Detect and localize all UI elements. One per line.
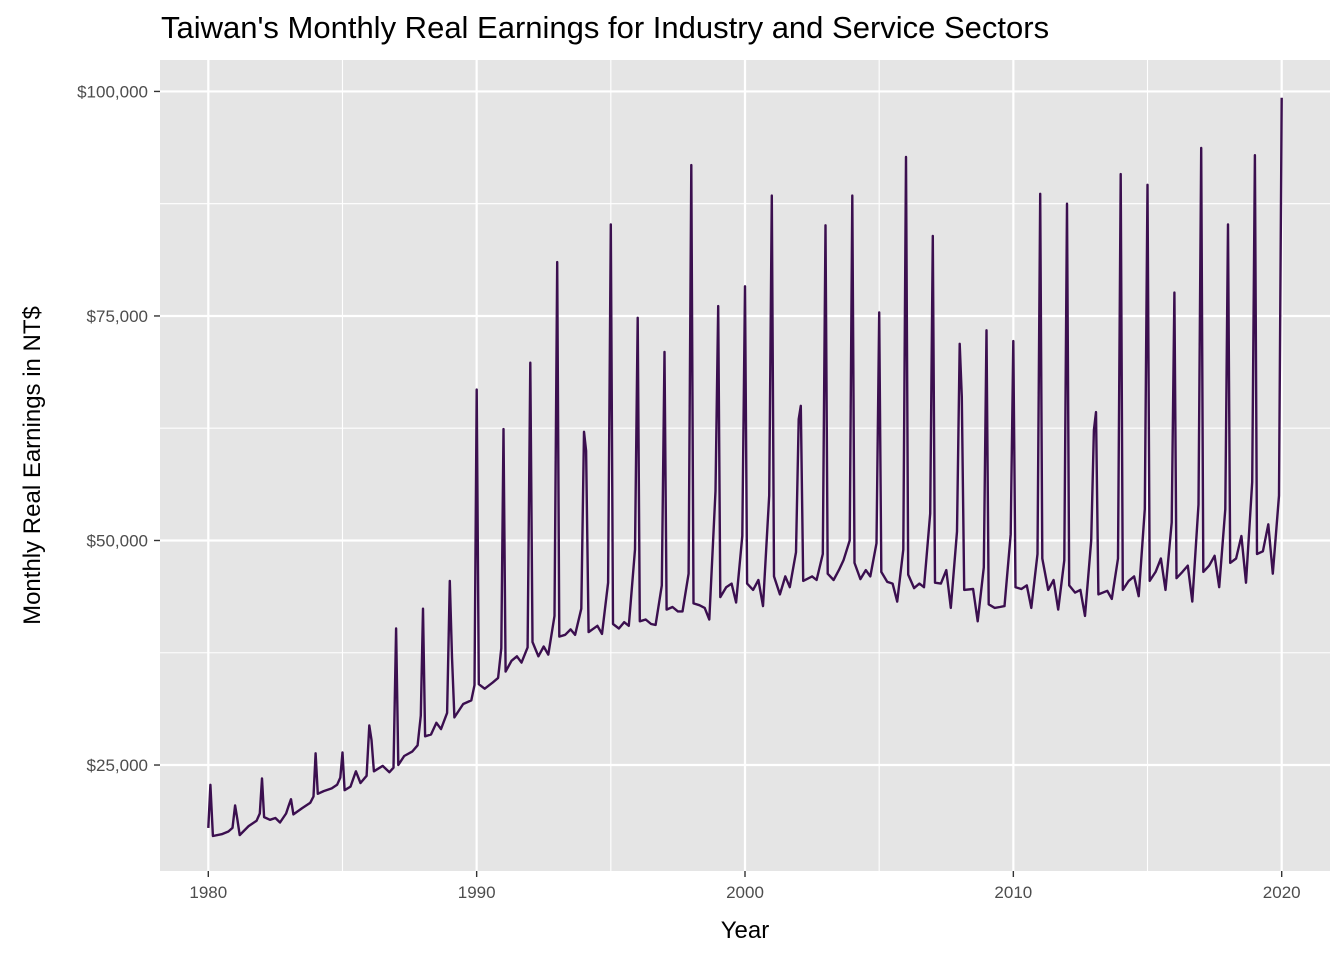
chart-title: Taiwan's Monthly Real Earnings for Indus… <box>161 10 1050 45</box>
x-tick-label: 2010 <box>994 883 1032 902</box>
y-tick-label: $25,000 <box>87 756 148 775</box>
y-tick-label: $50,000 <box>87 531 148 550</box>
earnings-series-line <box>207 97 1283 838</box>
x-tick-label: 2020 <box>1263 883 1301 902</box>
x-tick-label: 2000 <box>726 883 764 902</box>
y-axis: $25,000 $50,000 $75,000 $100,000 <box>77 82 160 775</box>
x-tick-label: 1980 <box>189 883 227 902</box>
x-axis-title: Year <box>721 917 770 944</box>
y-tick-label: $75,000 <box>87 307 148 326</box>
x-tick-label: 1990 <box>458 883 496 902</box>
y-axis-title: Monthly Real Earnings in NT$ <box>19 306 46 625</box>
x-axis: 1980 1990 2000 2010 2020 <box>189 871 1301 902</box>
y-tick-label: $100,000 <box>77 82 148 101</box>
